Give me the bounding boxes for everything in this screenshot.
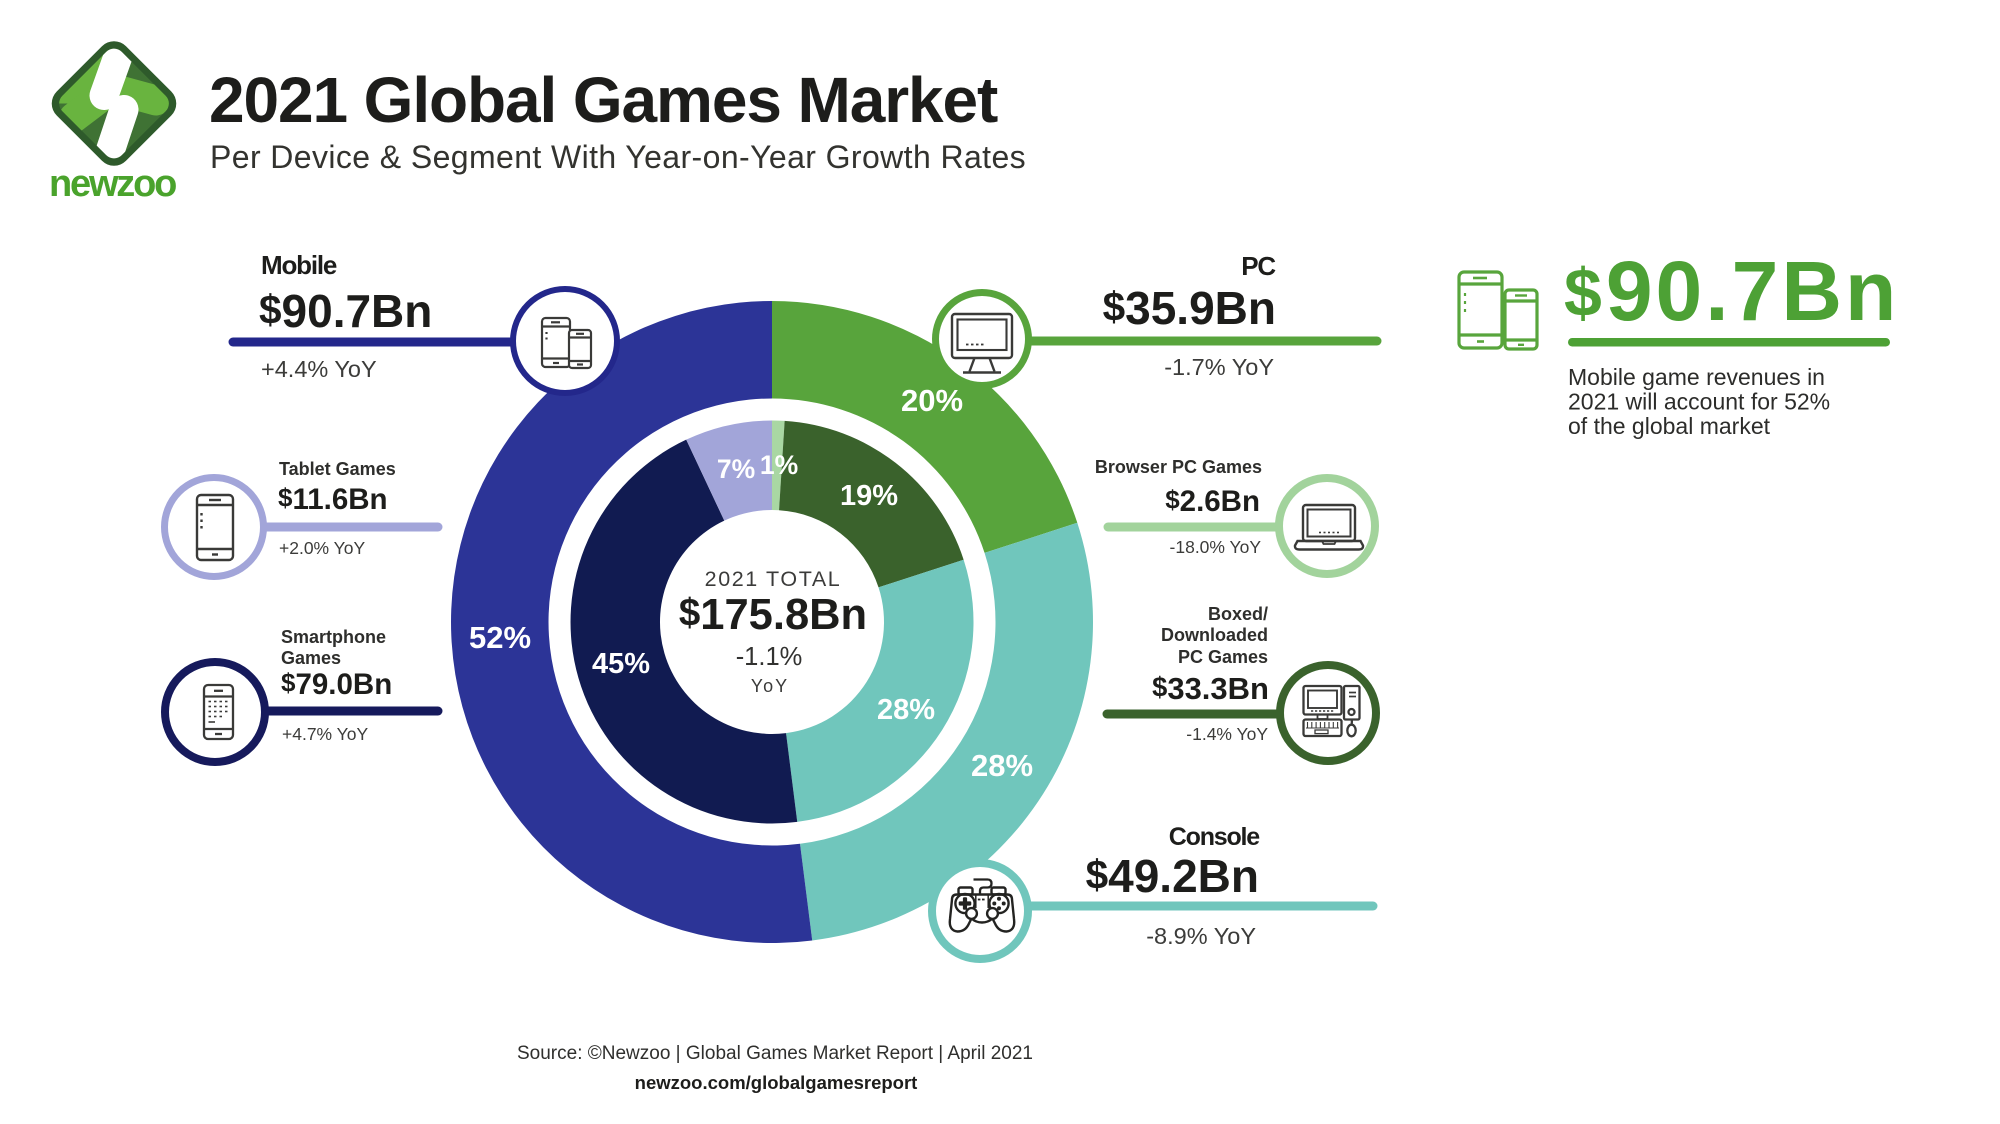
svg-text:Games: Games	[281, 648, 341, 668]
svg-text:$33.3Bn: $33.3Bn	[1152, 671, 1269, 706]
svg-text:-8.9% YoY: -8.9% YoY	[1146, 923, 1256, 949]
svg-text:$35.9Bn: $35.9Bn	[1103, 282, 1276, 334]
svg-text:19%: 19%	[840, 480, 898, 512]
svg-text:2021 will account for 52%: 2021 will account for 52%	[1568, 389, 1830, 415]
svg-text:of the global market: of the global market	[1568, 413, 1771, 439]
svg-text:Mobile game revenues in: Mobile game revenues in	[1568, 364, 1825, 390]
svg-text:$90.7Bn: $90.7Bn	[1564, 244, 1899, 338]
svg-text:+4.7% YoY: +4.7% YoY	[282, 724, 368, 744]
svg-text:-18.0% YoY: -18.0% YoY	[1170, 537, 1262, 557]
svg-text:Browser PC Games: Browser PC Games	[1095, 457, 1262, 477]
svg-text:$90.7Bn: $90.7Bn	[259, 285, 432, 337]
svg-text:28%: 28%	[971, 748, 1033, 783]
svg-text:28%: 28%	[877, 694, 935, 726]
svg-text:2021 Global Games Market: 2021 Global Games Market	[209, 64, 998, 136]
svg-text:newzoo: newzoo	[49, 163, 176, 205]
svg-text:$11.6Bn: $11.6Bn	[278, 483, 388, 516]
svg-text:$2.6Bn: $2.6Bn	[1165, 485, 1260, 518]
svg-text:Console: Console	[1169, 823, 1261, 851]
svg-text:-1.4% YoY: -1.4% YoY	[1186, 724, 1268, 744]
svg-text:-1.1%: -1.1%	[736, 643, 803, 671]
svg-text:$49.2Bn: $49.2Bn	[1086, 850, 1259, 902]
svg-text:Boxed/: Boxed/	[1208, 604, 1268, 624]
svg-text:newzoo.com/globalgamesreport: newzoo.com/globalgamesreport	[635, 1072, 918, 1093]
svg-text:PC Games: PC Games	[1178, 647, 1268, 667]
svg-text:20%: 20%	[901, 383, 963, 418]
svg-text:+4.4% YoY: +4.4% YoY	[261, 356, 377, 382]
svg-text:2021 TOTAL: 2021 TOTAL	[705, 567, 842, 591]
svg-text:$79.0Bn: $79.0Bn	[281, 668, 392, 701]
svg-text:45%: 45%	[592, 648, 650, 680]
svg-text:Mobile: Mobile	[261, 250, 337, 280]
svg-text:Smartphone: Smartphone	[281, 627, 386, 647]
svg-text:Per Device & Segment With Year: Per Device & Segment With Year-on-Year G…	[210, 139, 1026, 175]
svg-text:Tablet Games: Tablet Games	[279, 459, 396, 479]
svg-text:1%: 1%	[760, 450, 798, 480]
svg-text:-1.7% YoY: -1.7% YoY	[1164, 354, 1274, 380]
svg-text:PC: PC	[1241, 251, 1276, 281]
svg-text:52%: 52%	[469, 620, 531, 655]
svg-text:7%: 7%	[717, 454, 755, 484]
svg-text:Source: ©Newzoo | Global Games: Source: ©Newzoo | Global Games Market Re…	[517, 1043, 1033, 1064]
svg-text:YoY: YoY	[751, 676, 789, 696]
svg-text:Downloaded: Downloaded	[1161, 625, 1268, 645]
svg-text:$175.8Bn: $175.8Bn	[679, 591, 867, 639]
svg-text:+2.0% YoY: +2.0% YoY	[279, 538, 365, 558]
